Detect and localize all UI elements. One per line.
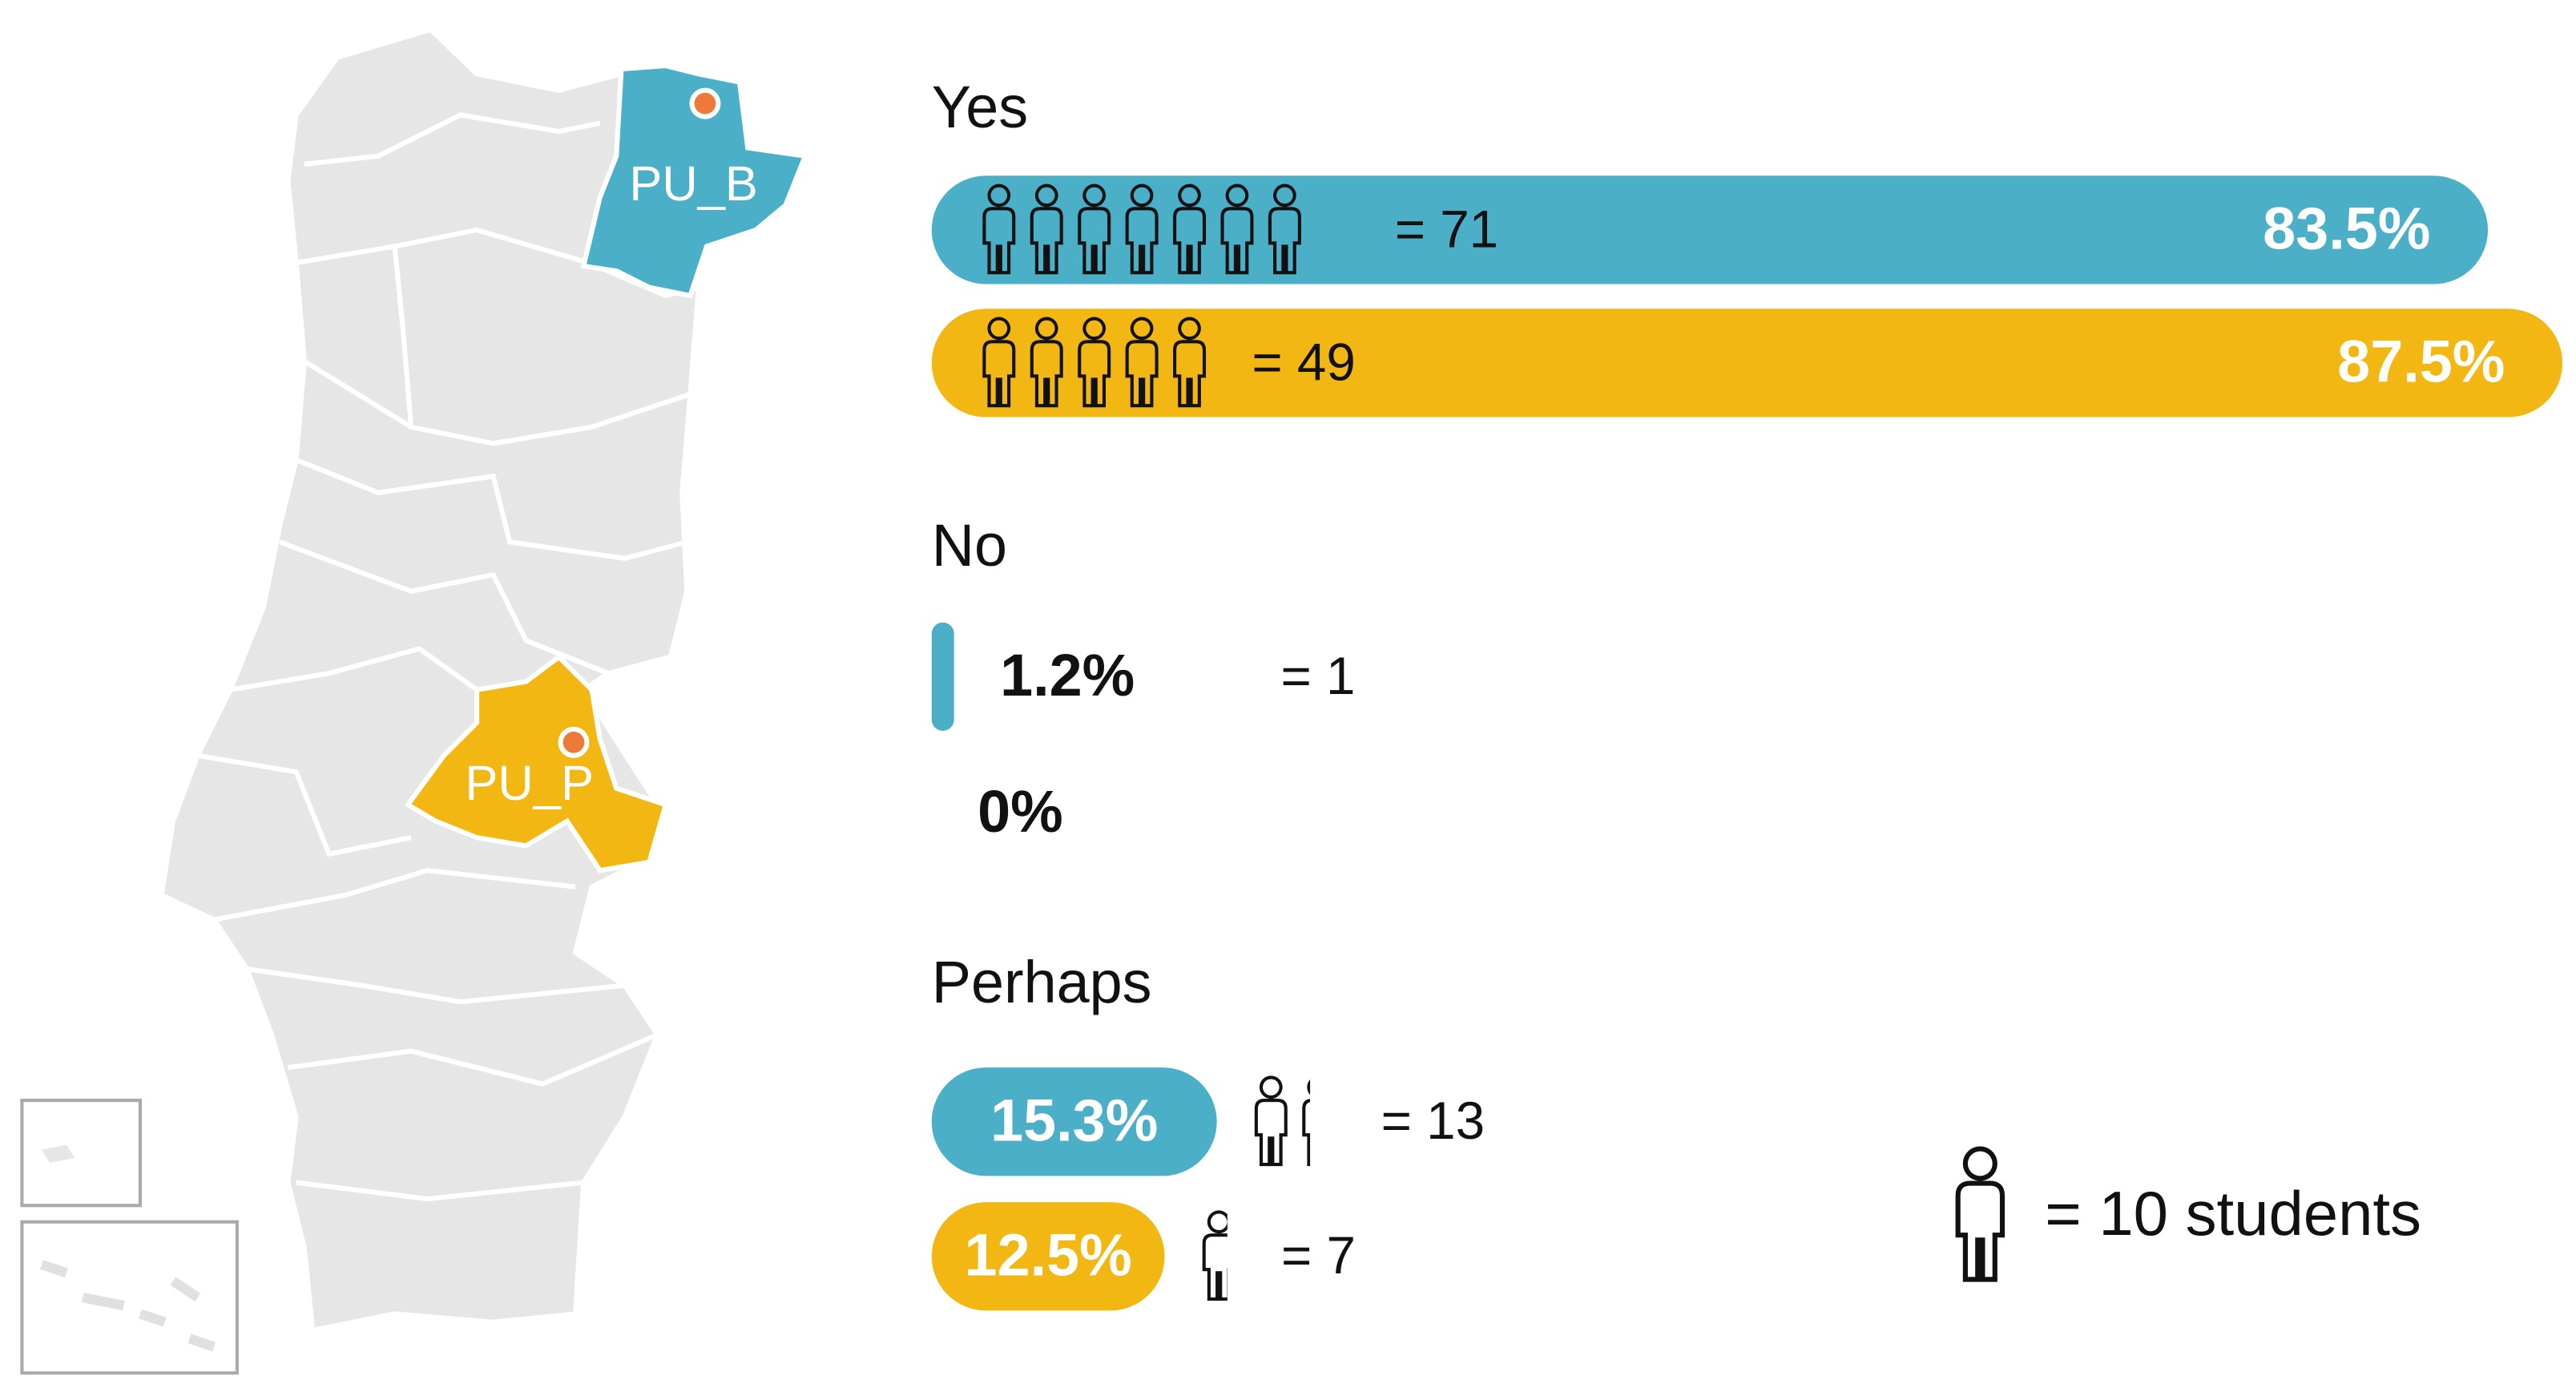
person-icon bbox=[1078, 317, 1111, 408]
legend-label: = 10 students bbox=[2045, 1179, 2421, 1249]
person-shape bbox=[1078, 317, 1111, 408]
person-shape bbox=[1125, 317, 1159, 408]
region-pu-b bbox=[580, 63, 809, 299]
person-shape bbox=[1254, 1075, 1288, 1167]
map-mainland bbox=[159, 26, 702, 1333]
person-icon bbox=[982, 184, 1016, 275]
person-shape bbox=[1955, 1146, 2006, 1282]
person-icon bbox=[1030, 184, 1063, 275]
person-icon bbox=[1173, 317, 1207, 408]
count-label: = 1 bbox=[1281, 647, 1356, 705]
bar bbox=[931, 176, 2489, 284]
person-icon bbox=[1955, 1146, 2006, 1282]
person-icon bbox=[1173, 184, 1207, 275]
person-shape bbox=[1030, 184, 1063, 275]
person-shape bbox=[982, 184, 1016, 275]
person-shape bbox=[1125, 184, 1159, 275]
region-pu-p bbox=[404, 653, 669, 874]
person-icon bbox=[1203, 632, 1233, 720]
person-icon bbox=[1220, 184, 1254, 275]
map: PU_B PU_P bbox=[20, 26, 809, 1375]
person-icon bbox=[1254, 1075, 1288, 1167]
value-label: 83.5% bbox=[2263, 196, 2430, 262]
map-dot bbox=[558, 726, 590, 758]
person-icon bbox=[982, 317, 1016, 408]
value-label: 87.5% bbox=[2337, 329, 2505, 395]
icon-group bbox=[1254, 1075, 1311, 1167]
plot: Yes 83.5% = 71 87.5% = 49 No 1.2% = 1 0% Perhaps 1… bbox=[931, 74, 2563, 1311]
inset-box bbox=[20, 1220, 239, 1375]
category-title: Yes bbox=[932, 74, 1028, 140]
person-icon bbox=[1202, 1210, 1228, 1301]
category-title: No bbox=[932, 512, 1007, 579]
person-shape bbox=[1302, 1079, 1311, 1167]
bar bbox=[931, 1202, 1165, 1311]
bar bbox=[931, 1067, 1217, 1176]
legend-icon bbox=[1955, 1146, 2006, 1282]
value-label: 15.3% bbox=[990, 1087, 1158, 1153]
category-title: Perhaps bbox=[932, 949, 1152, 1015]
count-label: = 71 bbox=[1395, 200, 1498, 258]
person-icon bbox=[1302, 1079, 1311, 1167]
person-shape bbox=[1202, 1210, 1228, 1301]
person-icon bbox=[1030, 317, 1063, 408]
inset-islands bbox=[40, 1260, 216, 1352]
person-shape bbox=[1078, 184, 1111, 275]
region-label: PU_B bbox=[629, 156, 758, 212]
person-shape bbox=[1220, 184, 1254, 275]
count-label: = 7 bbox=[1281, 1226, 1356, 1285]
icon-group bbox=[1202, 1210, 1228, 1301]
person-shape bbox=[1203, 632, 1233, 720]
person-icon bbox=[1125, 184, 1159, 275]
inset-island bbox=[41, 1144, 75, 1163]
value-label: 0% bbox=[978, 778, 1063, 845]
person-shape bbox=[982, 317, 1016, 408]
count-label: = 13 bbox=[1381, 1091, 1485, 1150]
map-borders bbox=[197, 112, 691, 1202]
inset-box bbox=[20, 1099, 143, 1208]
person-icon bbox=[1078, 184, 1111, 275]
icon-group bbox=[982, 317, 1207, 408]
bar bbox=[931, 622, 954, 731]
map-dot bbox=[689, 87, 721, 119]
bar bbox=[931, 309, 2563, 418]
count-label: = 49 bbox=[1252, 333, 1355, 391]
person-shape bbox=[1173, 317, 1207, 408]
icon-group bbox=[982, 184, 1301, 275]
person-shape bbox=[1268, 184, 1301, 275]
person-shape bbox=[1030, 317, 1063, 408]
person-icon bbox=[1125, 317, 1159, 408]
value-label: 1.2% bbox=[1000, 642, 1135, 708]
person-shape bbox=[1173, 184, 1207, 275]
icon-group bbox=[1203, 632, 1233, 720]
region-label: PU_P bbox=[465, 756, 594, 811]
value-label: 12.5% bbox=[965, 1221, 1132, 1288]
person-icon bbox=[1268, 184, 1301, 275]
